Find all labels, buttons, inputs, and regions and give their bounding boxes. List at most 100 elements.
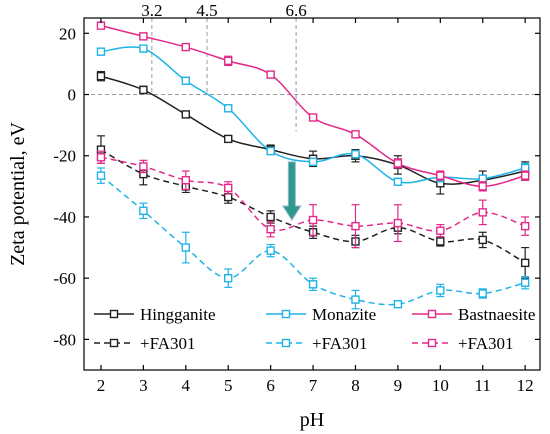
series-line [100,148,526,264]
legend-label: +FA301 [458,334,514,353]
legend-marker [109,309,119,319]
series-0 [96,70,530,195]
reference-line-label: 6.6 [285,1,306,20]
data-point [308,280,318,289]
data-point [351,221,360,231]
x-tick-label: 10 [432,376,449,395]
series-line [100,75,526,185]
data-point [181,76,191,85]
series-1 [96,44,530,186]
legend-marker [427,338,437,348]
legend-entry-1: Monazite [266,305,376,324]
series-4 [96,167,530,310]
data-point [308,157,318,167]
legend-label: Monazite [312,305,376,324]
y-tick-label: -80 [53,330,76,349]
legend-label: +FA301 [140,334,196,353]
legend-entry-3: +FA301 [94,334,196,353]
data-point [181,243,191,252]
data-point [96,47,106,56]
legend-label: +FA301 [312,334,368,353]
data-point [181,176,191,185]
data-point [478,182,487,191]
legend-marker [427,309,437,319]
data-point [520,278,530,287]
x-tick-label: 4 [182,376,191,395]
x-tick-label: 9 [394,376,403,395]
y-tick-label: -40 [53,208,76,227]
y-axis-title: Zeta potential, eV [7,122,29,266]
data-point [478,174,487,183]
legend-entry-0: Hingganite [94,305,216,324]
data-point [308,113,318,122]
data-point [266,146,275,156]
legend-label: Hingganite [140,305,216,324]
axis-ticks: 2 3 4 5 6 7 8 9 10 11 12 20 0 -20 -40 -60 -80 [53,18,540,395]
down-arrow [281,161,302,221]
y-tick-label: -60 [53,269,76,288]
data-point [266,70,275,79]
data-point [393,299,403,309]
x-tick-label: 2 [97,376,106,395]
data-point [96,171,106,180]
data-point [224,134,233,144]
data-point [478,235,487,245]
data-point [351,150,360,159]
legend-entry-4: +FA301 [266,334,368,353]
data-point [224,104,233,113]
series-layer [96,21,530,310]
data-point [393,159,403,168]
data-point [266,212,275,222]
data-point [478,208,487,217]
data-point [139,162,148,171]
reference-line-label: 4.5 [196,1,217,20]
data-point [436,226,445,235]
data-point [520,258,530,268]
data-point [520,171,530,180]
reference-lines: 3.2 4.5 6.6 [84,1,540,132]
legend-entry-5: +FA301 [412,334,514,353]
data-point [436,237,445,246]
data-point [266,224,275,234]
data-point [266,246,275,255]
data-point [393,177,403,186]
data-point [436,171,445,180]
reference-line-label: 3.2 [141,1,162,20]
series-5 [96,150,530,249]
data-point [96,71,106,81]
x-tick-label: 5 [224,376,233,395]
data-point [181,42,191,52]
y-tick-label: 0 [68,86,77,105]
data-point [224,56,233,66]
legend-marker [281,338,291,348]
data-point [139,206,148,216]
legend-entry-2: Bastnaesite [412,305,535,324]
x-tick-label: 12 [517,376,534,395]
data-point [96,153,106,162]
x-tick-label: 7 [309,376,318,395]
data-point [436,286,445,295]
data-point [308,215,318,225]
x-tick-label: 3 [139,376,148,395]
data-point [393,218,403,228]
plot-frame [83,17,541,371]
data-point [139,44,148,53]
data-point [139,32,148,41]
legend: Hingganite Monazite Bastnaesite +FA301 +FA30… [94,305,535,353]
data-point [224,183,233,193]
y-tick-label: 20 [59,24,76,43]
series-2 [96,21,530,192]
x-axis-title: pH [300,409,324,431]
x-tick-label: 6 [266,376,275,395]
data-point [351,130,360,139]
data-point [351,295,360,304]
legend-label: Bastnaesite [458,305,535,324]
data-point [96,21,106,30]
data-point [224,273,233,283]
data-point [139,85,148,95]
data-point [520,163,530,173]
legend-marker [281,309,291,319]
x-tick-label: 11 [475,376,491,395]
data-point [478,289,487,298]
